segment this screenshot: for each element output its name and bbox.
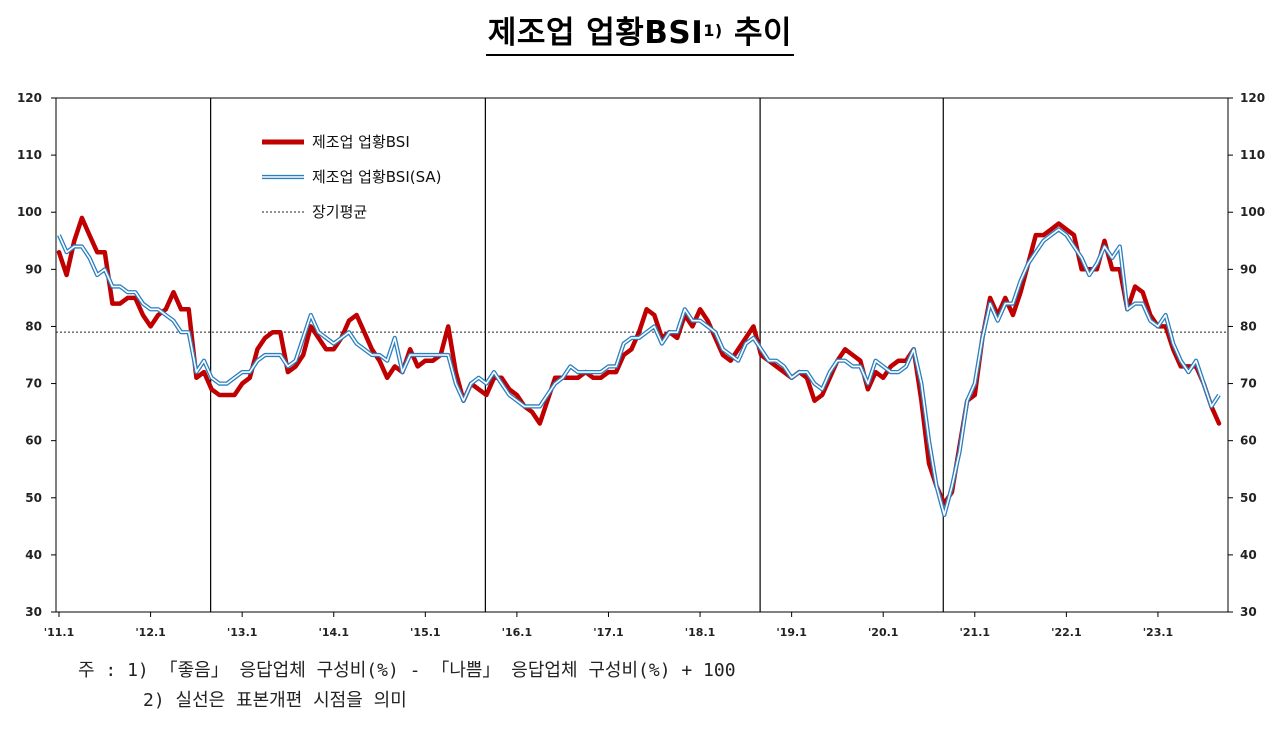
- legend-label-bsi: 제조업 업황BSI: [312, 133, 410, 151]
- y-tick-label-right: 120: [1240, 91, 1265, 105]
- y-tick-label-right: 60: [1240, 434, 1257, 448]
- y-tick-label-left: 80: [25, 319, 42, 333]
- chart-title: 제조업 업황BSI1) 추이: [0, 14, 1280, 56]
- x-tick-label: '11.1: [44, 626, 75, 639]
- x-tick-label: '13.1: [227, 626, 258, 639]
- x-tick-label: '18.1: [685, 626, 716, 639]
- y-tick-label-right: 110: [1240, 148, 1265, 162]
- footnote-2: 2) 실선은 표본개편 시점을 의미: [78, 690, 407, 711]
- x-tick-label: '20.1: [868, 626, 899, 639]
- x-tick-label: '22.1: [1051, 626, 1082, 639]
- title-suffix: 추이: [722, 15, 793, 51]
- x-tick-label: '15.1: [410, 626, 441, 639]
- footnotes: 주 : 1) 「좋음」 응답업체 구성비(%) - 「나쁨」 응답업체 구성비(…: [78, 656, 736, 716]
- x-tick-label: '19.1: [776, 626, 807, 639]
- y-tick-label-left: 70: [25, 377, 42, 391]
- y-tick-label-left: 50: [25, 491, 42, 505]
- y-tick-label-right: 40: [1240, 548, 1257, 562]
- plot-frame: [55, 97, 1229, 613]
- y-tick-label-left: 100: [17, 205, 42, 219]
- y-tick-label-left: 110: [17, 148, 42, 162]
- x-tick-label: '16.1: [502, 626, 533, 639]
- legend-label-bsi-sa: 제조업 업황BSI(SA): [312, 168, 442, 186]
- y-tick-label-right: 100: [1240, 205, 1265, 219]
- legend-label-average: 장기평균: [312, 203, 367, 221]
- y-tick-label-left: 60: [25, 434, 42, 448]
- x-tick-label: '17.1: [593, 626, 624, 639]
- y-tick-label-right: 80: [1240, 319, 1257, 333]
- footnote-1: 주 : 1) 「좋음」 응답업체 구성비(%) - 「나쁨」 응답업체 구성비(…: [78, 660, 736, 681]
- chart-title-text: 제조업 업황BSI1) 추이: [485, 14, 795, 56]
- x-tick-label: '23.1: [1143, 626, 1174, 639]
- series-line-bsi: [56, 215, 1222, 506]
- title-main: 제조업 업황BSI: [487, 15, 704, 51]
- y-tick-label-right: 90: [1240, 262, 1257, 276]
- y-tick-label-right: 50: [1240, 491, 1257, 505]
- y-tick-label-left: 120: [17, 91, 42, 105]
- x-tick-label: '14.1: [318, 626, 349, 639]
- title-footnote-marker: 1): [703, 21, 723, 40]
- y-tick-label-left: 40: [25, 548, 42, 562]
- x-tick-label: '12.1: [135, 626, 166, 639]
- y-tick-label-left: 30: [25, 605, 42, 619]
- series-line-bsi-sa-outline: [57, 227, 1221, 518]
- y-tick-label-right: 30: [1240, 605, 1257, 619]
- bsi-line-chart: 30 30 40 40 50 50 60 60 70 70 80 80 90 90 100 100 110 110…: [17, 91, 1265, 639]
- x-tick-label: '21.1: [960, 626, 991, 639]
- y-tick-label-left: 90: [25, 262, 42, 276]
- series-line-bsi-sa-inner: [58, 228, 1220, 516]
- y-tick-label-right: 70: [1240, 377, 1257, 391]
